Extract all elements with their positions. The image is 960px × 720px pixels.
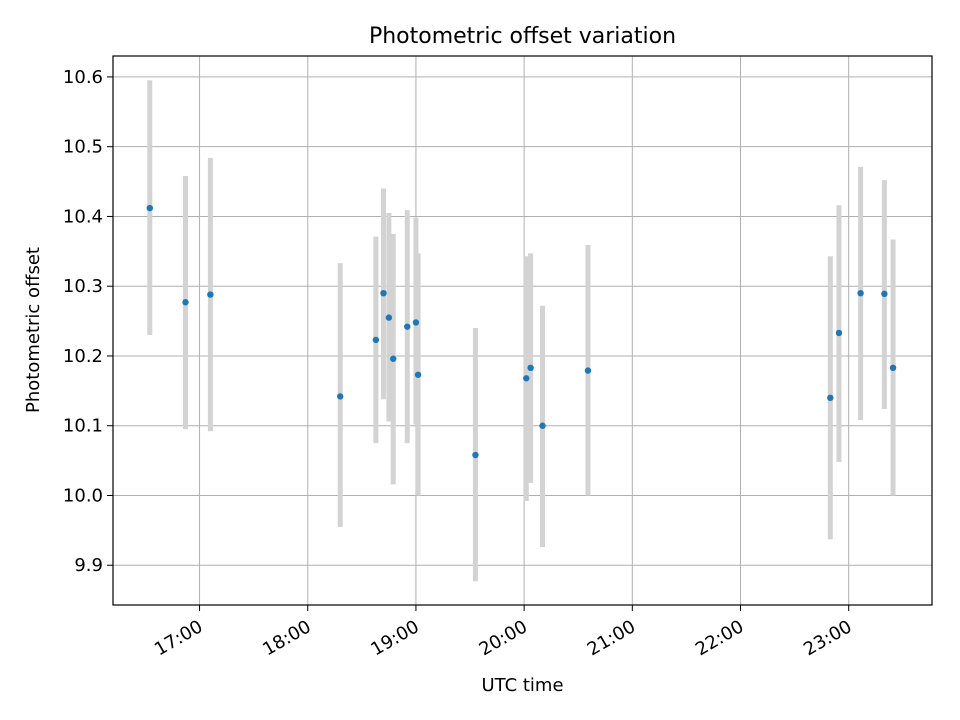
data-point (827, 394, 834, 402)
data-point (527, 364, 534, 372)
data-point (146, 204, 153, 212)
plot-frame (112, 55, 933, 606)
data-point (835, 329, 843, 337)
y-tick-label: 9.9 (74, 555, 103, 576)
data-point (336, 393, 344, 400)
data-point (372, 336, 380, 344)
y-axis-label: Photometric offset (23, 247, 44, 413)
data-point (584, 367, 592, 374)
data-point (385, 314, 393, 321)
chart-title: Photometric offset variation (369, 24, 676, 49)
y-axis-ticks: 9.9 10.0 10.1 10.2 10.3 10.4 10.5 10.6 (63, 67, 113, 576)
y-tick-label: 10.4 (63, 206, 103, 227)
y-tick-label: 10.0 (63, 485, 103, 506)
data-point (404, 323, 411, 330)
data-point (412, 319, 420, 326)
data-point (539, 422, 546, 429)
data-point (472, 451, 479, 459)
data-point (889, 364, 897, 372)
data-point (857, 289, 864, 297)
y-tick-label: 10.1 (63, 416, 103, 437)
data-point (207, 291, 214, 298)
data-point (380, 289, 387, 297)
data-point (523, 375, 530, 382)
x-axis-label: UTC time (481, 675, 563, 696)
y-tick-label: 10.3 (63, 276, 103, 297)
data-point (390, 355, 397, 362)
data-point (414, 371, 422, 378)
y-tick-label: 10.5 (63, 137, 103, 158)
y-tick-label: 10.2 (63, 346, 103, 367)
data-point (881, 290, 888, 298)
grid (113, 56, 932, 605)
data-point (182, 299, 189, 306)
data-points (146, 204, 897, 459)
y-tick-label: 10.6 (63, 67, 103, 88)
